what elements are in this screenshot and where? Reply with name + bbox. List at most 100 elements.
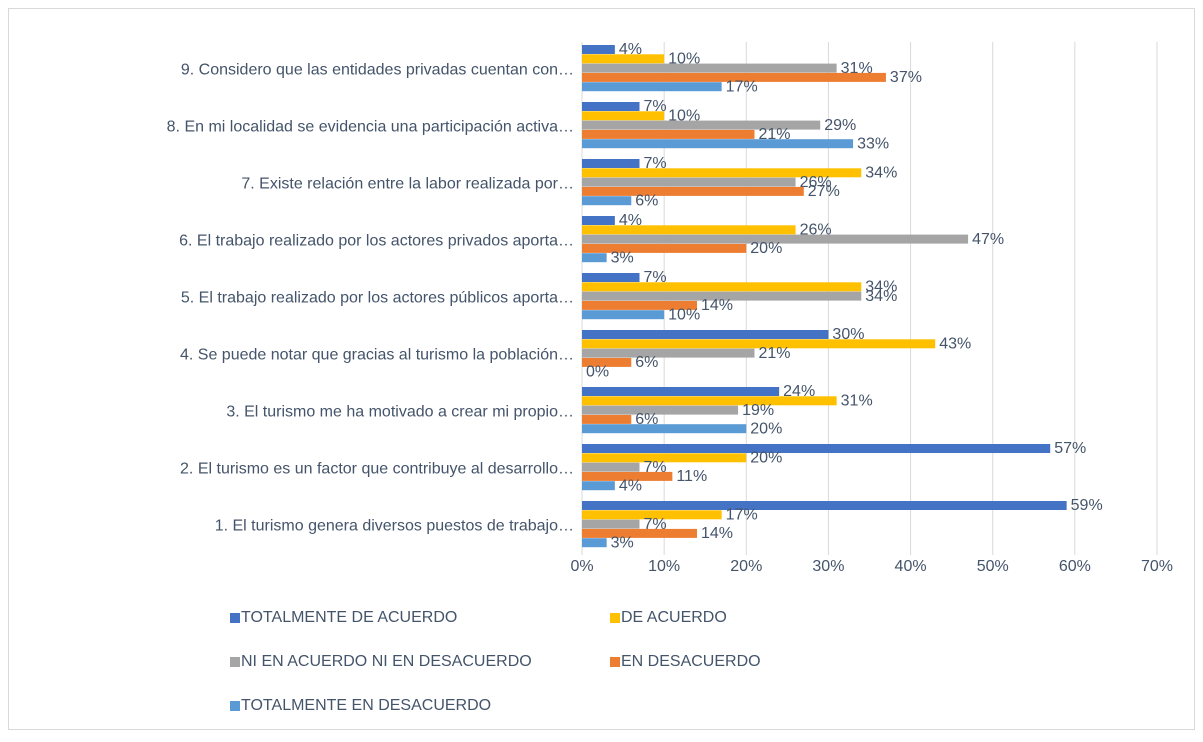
bar (582, 129, 755, 139)
bar (582, 177, 796, 187)
data-label: 3% (611, 534, 634, 551)
data-label: 47% (972, 231, 1004, 248)
bar (582, 501, 1067, 510)
data-label: 33% (857, 135, 889, 152)
y-tick-label: 8. En mi localidad se evidencia una part… (167, 119, 574, 136)
data-label: 59% (1071, 497, 1103, 514)
bar (582, 273, 640, 282)
data-label: 24% (783, 383, 815, 400)
bar (582, 481, 615, 491)
bar (582, 300, 697, 310)
bar (582, 168, 862, 178)
data-label: 26% (800, 222, 832, 239)
data-label: 3% (611, 249, 634, 266)
legend-label: TOTALMENTE EN DESACUERDO (241, 697, 491, 714)
x-tick-label: 50% (977, 558, 1009, 575)
data-label: 19% (742, 402, 774, 419)
x-tick-label: 40% (895, 558, 927, 575)
bar (582, 396, 837, 406)
y-tick-label: 5. El trabajo realizado por los actores … (181, 290, 574, 307)
data-label: 20% (750, 240, 782, 257)
bar (582, 444, 1051, 453)
bar (582, 102, 640, 111)
bar (582, 111, 665, 121)
x-tick-label: 0% (570, 558, 593, 575)
data-label: 43% (939, 336, 971, 353)
data-label: 11% (676, 468, 707, 485)
bar (582, 196, 632, 206)
data-label: 14% (701, 297, 733, 314)
legend-swatch (610, 613, 620, 623)
data-label: 7% (644, 516, 667, 533)
y-tick-label: 4. Se puede notar que gracias al turismo… (180, 347, 574, 364)
bar (582, 243, 747, 253)
data-label: 17% (726, 507, 758, 524)
data-label: 0% (586, 363, 609, 380)
bar (582, 63, 837, 73)
data-label: 6% (635, 411, 658, 428)
legend-label: DE ACUERDO (621, 609, 727, 626)
data-label: 6% (635, 192, 658, 209)
bar (582, 139, 854, 149)
legend-label: EN DESACUERDO (621, 653, 761, 670)
data-label: 20% (750, 450, 782, 467)
bar (582, 414, 632, 424)
data-label: 7% (644, 98, 667, 115)
data-label: 10% (668, 306, 700, 323)
x-tick-label: 60% (1059, 558, 1091, 575)
data-label: 17% (726, 78, 758, 95)
bar (582, 357, 632, 367)
bar (582, 216, 615, 225)
y-tick-label: 7. Existe relación entre la labor realiz… (241, 176, 574, 193)
bar (582, 387, 780, 396)
data-label: 31% (841, 60, 873, 77)
data-label: 7% (644, 155, 667, 172)
legend-swatch (230, 701, 240, 711)
bar (582, 54, 665, 64)
legend-swatch (230, 613, 240, 623)
bar (582, 120, 821, 130)
data-label: 4% (619, 477, 642, 494)
bar (582, 234, 969, 244)
legend-swatch (230, 657, 240, 667)
bar (582, 348, 755, 358)
y-tick-label: 2. El turismo es un factor que contribuy… (180, 461, 574, 478)
data-label: 31% (841, 393, 873, 410)
bar (582, 310, 665, 320)
bar (582, 159, 640, 168)
bar (582, 291, 862, 301)
y-tick-label: 6. El trabajo realizado por los actores … (179, 233, 574, 250)
data-label: 21% (759, 126, 791, 143)
data-label: 30% (832, 326, 864, 343)
bar (582, 424, 747, 434)
data-label: 6% (635, 354, 658, 371)
data-label: 26% (800, 174, 832, 191)
x-tick-label: 30% (812, 558, 844, 575)
x-tick-label: 70% (1141, 558, 1173, 575)
data-label: 10% (668, 51, 700, 68)
data-label: 57% (1054, 440, 1086, 457)
data-label: 14% (701, 525, 733, 542)
bar (582, 471, 673, 481)
x-tick-label: 20% (730, 558, 762, 575)
bar (582, 453, 747, 463)
data-label: 7% (644, 459, 667, 476)
x-tick-label: 10% (648, 558, 680, 575)
bar (582, 519, 640, 529)
y-tick-label: 9. Considero que las entidades privadas … (181, 62, 574, 79)
bar (582, 339, 936, 349)
bar (582, 82, 722, 92)
bar (582, 72, 886, 82)
bar (582, 462, 640, 472)
bar (582, 45, 615, 54)
y-tick-label: 1. El turismo genera diversos puestos de… (215, 518, 574, 535)
data-label: 27% (808, 183, 840, 200)
y-tick-label: 3. El turismo me ha motivado a crear mi … (226, 404, 574, 421)
data-label: 37% (890, 69, 922, 86)
bar (582, 253, 607, 263)
data-label: 34% (865, 288, 897, 305)
data-label: 29% (824, 117, 856, 134)
data-label: 34% (865, 165, 897, 182)
data-label: 4% (619, 41, 642, 58)
